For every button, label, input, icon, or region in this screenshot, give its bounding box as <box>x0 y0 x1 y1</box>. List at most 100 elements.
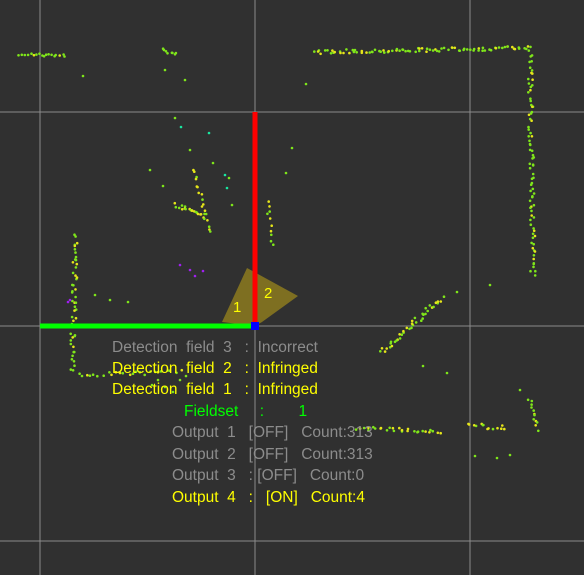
point <box>358 427 362 430</box>
point <box>47 53 50 56</box>
point <box>159 370 163 373</box>
point <box>402 329 405 333</box>
point <box>434 48 437 51</box>
point <box>413 316 417 320</box>
point <box>166 369 170 372</box>
point <box>360 51 364 55</box>
point <box>481 49 484 52</box>
point <box>529 85 533 89</box>
point <box>390 344 394 348</box>
point <box>80 374 84 378</box>
point <box>355 51 359 54</box>
point <box>78 372 81 376</box>
point <box>69 339 73 342</box>
point <box>75 276 79 279</box>
point <box>483 49 487 52</box>
point <box>410 319 414 323</box>
point <box>481 46 485 50</box>
point <box>342 51 345 55</box>
point <box>450 46 454 49</box>
point <box>532 265 535 269</box>
point <box>73 309 76 312</box>
point <box>128 373 132 377</box>
point <box>482 423 485 427</box>
point <box>442 295 446 299</box>
point <box>531 157 534 160</box>
point <box>469 48 472 51</box>
point <box>472 424 476 427</box>
point <box>163 68 167 72</box>
point <box>529 131 532 135</box>
point <box>518 388 522 392</box>
point <box>163 385 167 389</box>
point <box>230 203 234 207</box>
point <box>435 49 439 53</box>
point <box>345 48 348 51</box>
point <box>23 53 27 57</box>
point <box>211 161 215 165</box>
point <box>194 177 198 181</box>
point <box>442 46 446 50</box>
point <box>532 257 535 261</box>
point <box>197 191 200 195</box>
point <box>491 427 495 431</box>
point <box>437 50 441 53</box>
point <box>333 50 337 54</box>
point <box>534 269 537 273</box>
point <box>420 319 423 323</box>
point <box>268 217 272 220</box>
point <box>72 345 75 349</box>
point <box>440 47 443 50</box>
point <box>208 228 211 231</box>
point <box>156 370 160 374</box>
point <box>421 429 425 433</box>
point <box>506 45 510 48</box>
point <box>284 171 288 175</box>
point <box>102 374 105 378</box>
point <box>69 332 72 336</box>
point <box>495 456 499 460</box>
point <box>527 135 530 138</box>
point <box>313 50 316 53</box>
point <box>150 383 154 387</box>
point <box>530 54 534 57</box>
point <box>401 48 404 51</box>
point <box>70 315 74 319</box>
point <box>420 47 424 50</box>
point <box>269 229 273 233</box>
point <box>74 316 78 320</box>
point <box>38 52 41 55</box>
point <box>532 409 535 412</box>
point <box>86 373 89 377</box>
point <box>383 51 386 54</box>
point <box>387 49 391 53</box>
point <box>392 429 396 433</box>
point <box>370 50 374 54</box>
point <box>527 49 531 52</box>
point <box>71 336 74 339</box>
point <box>531 164 535 167</box>
point <box>173 53 177 56</box>
point <box>17 54 20 57</box>
point <box>529 112 533 115</box>
point <box>200 205 204 208</box>
point <box>421 317 425 320</box>
zone-label-1: 1 <box>233 299 242 316</box>
point <box>316 50 320 53</box>
point <box>528 66 532 69</box>
point <box>209 230 212 233</box>
point <box>432 305 435 309</box>
point <box>190 209 194 212</box>
point <box>467 422 470 426</box>
point <box>436 431 440 435</box>
point <box>532 254 536 257</box>
point <box>426 309 430 313</box>
point <box>428 304 432 307</box>
point <box>385 347 389 350</box>
point <box>20 53 24 57</box>
point <box>528 60 531 64</box>
point <box>199 213 202 216</box>
point <box>527 77 530 81</box>
